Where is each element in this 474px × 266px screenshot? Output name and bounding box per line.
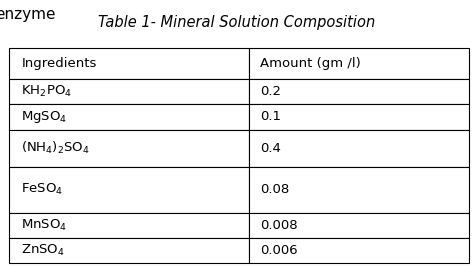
Text: 0.008: 0.008 [260,219,298,232]
Text: KH$_2$PO$_4$: KH$_2$PO$_4$ [21,84,72,99]
Bar [9,104,248,130]
Text: 0.4: 0.4 [260,142,281,155]
Bar [248,130,469,167]
Bar [9,238,248,263]
Bar [248,167,469,213]
Bar [248,48,469,79]
Text: enzyme: enzyme [0,7,56,22]
Text: FeSO$_4$: FeSO$_4$ [21,182,64,197]
Text: 0.006: 0.006 [260,244,298,257]
Text: Ingredients: Ingredients [21,57,97,70]
Text: Amount (gm /l): Amount (gm /l) [260,57,361,70]
Text: 0.08: 0.08 [260,183,290,196]
Bar [9,48,248,79]
Bar [248,79,469,104]
Text: 0.2: 0.2 [260,85,282,98]
Bar [9,130,248,167]
Bar [248,238,469,263]
Text: ZnSO$_4$: ZnSO$_4$ [21,243,65,258]
Bar [248,104,469,130]
Text: MgSO$_4$: MgSO$_4$ [21,109,67,125]
Text: (NH$_4$)$_2$SO$_4$: (NH$_4$)$_2$SO$_4$ [21,140,90,156]
Bar [9,79,248,104]
Text: 0.1: 0.1 [260,110,282,123]
Bar [248,213,469,238]
Text: Table 1- Mineral Solution Composition: Table 1- Mineral Solution Composition [99,15,375,30]
Bar [9,167,248,213]
Bar [9,213,248,238]
Text: MnSO$_4$: MnSO$_4$ [21,218,67,233]
